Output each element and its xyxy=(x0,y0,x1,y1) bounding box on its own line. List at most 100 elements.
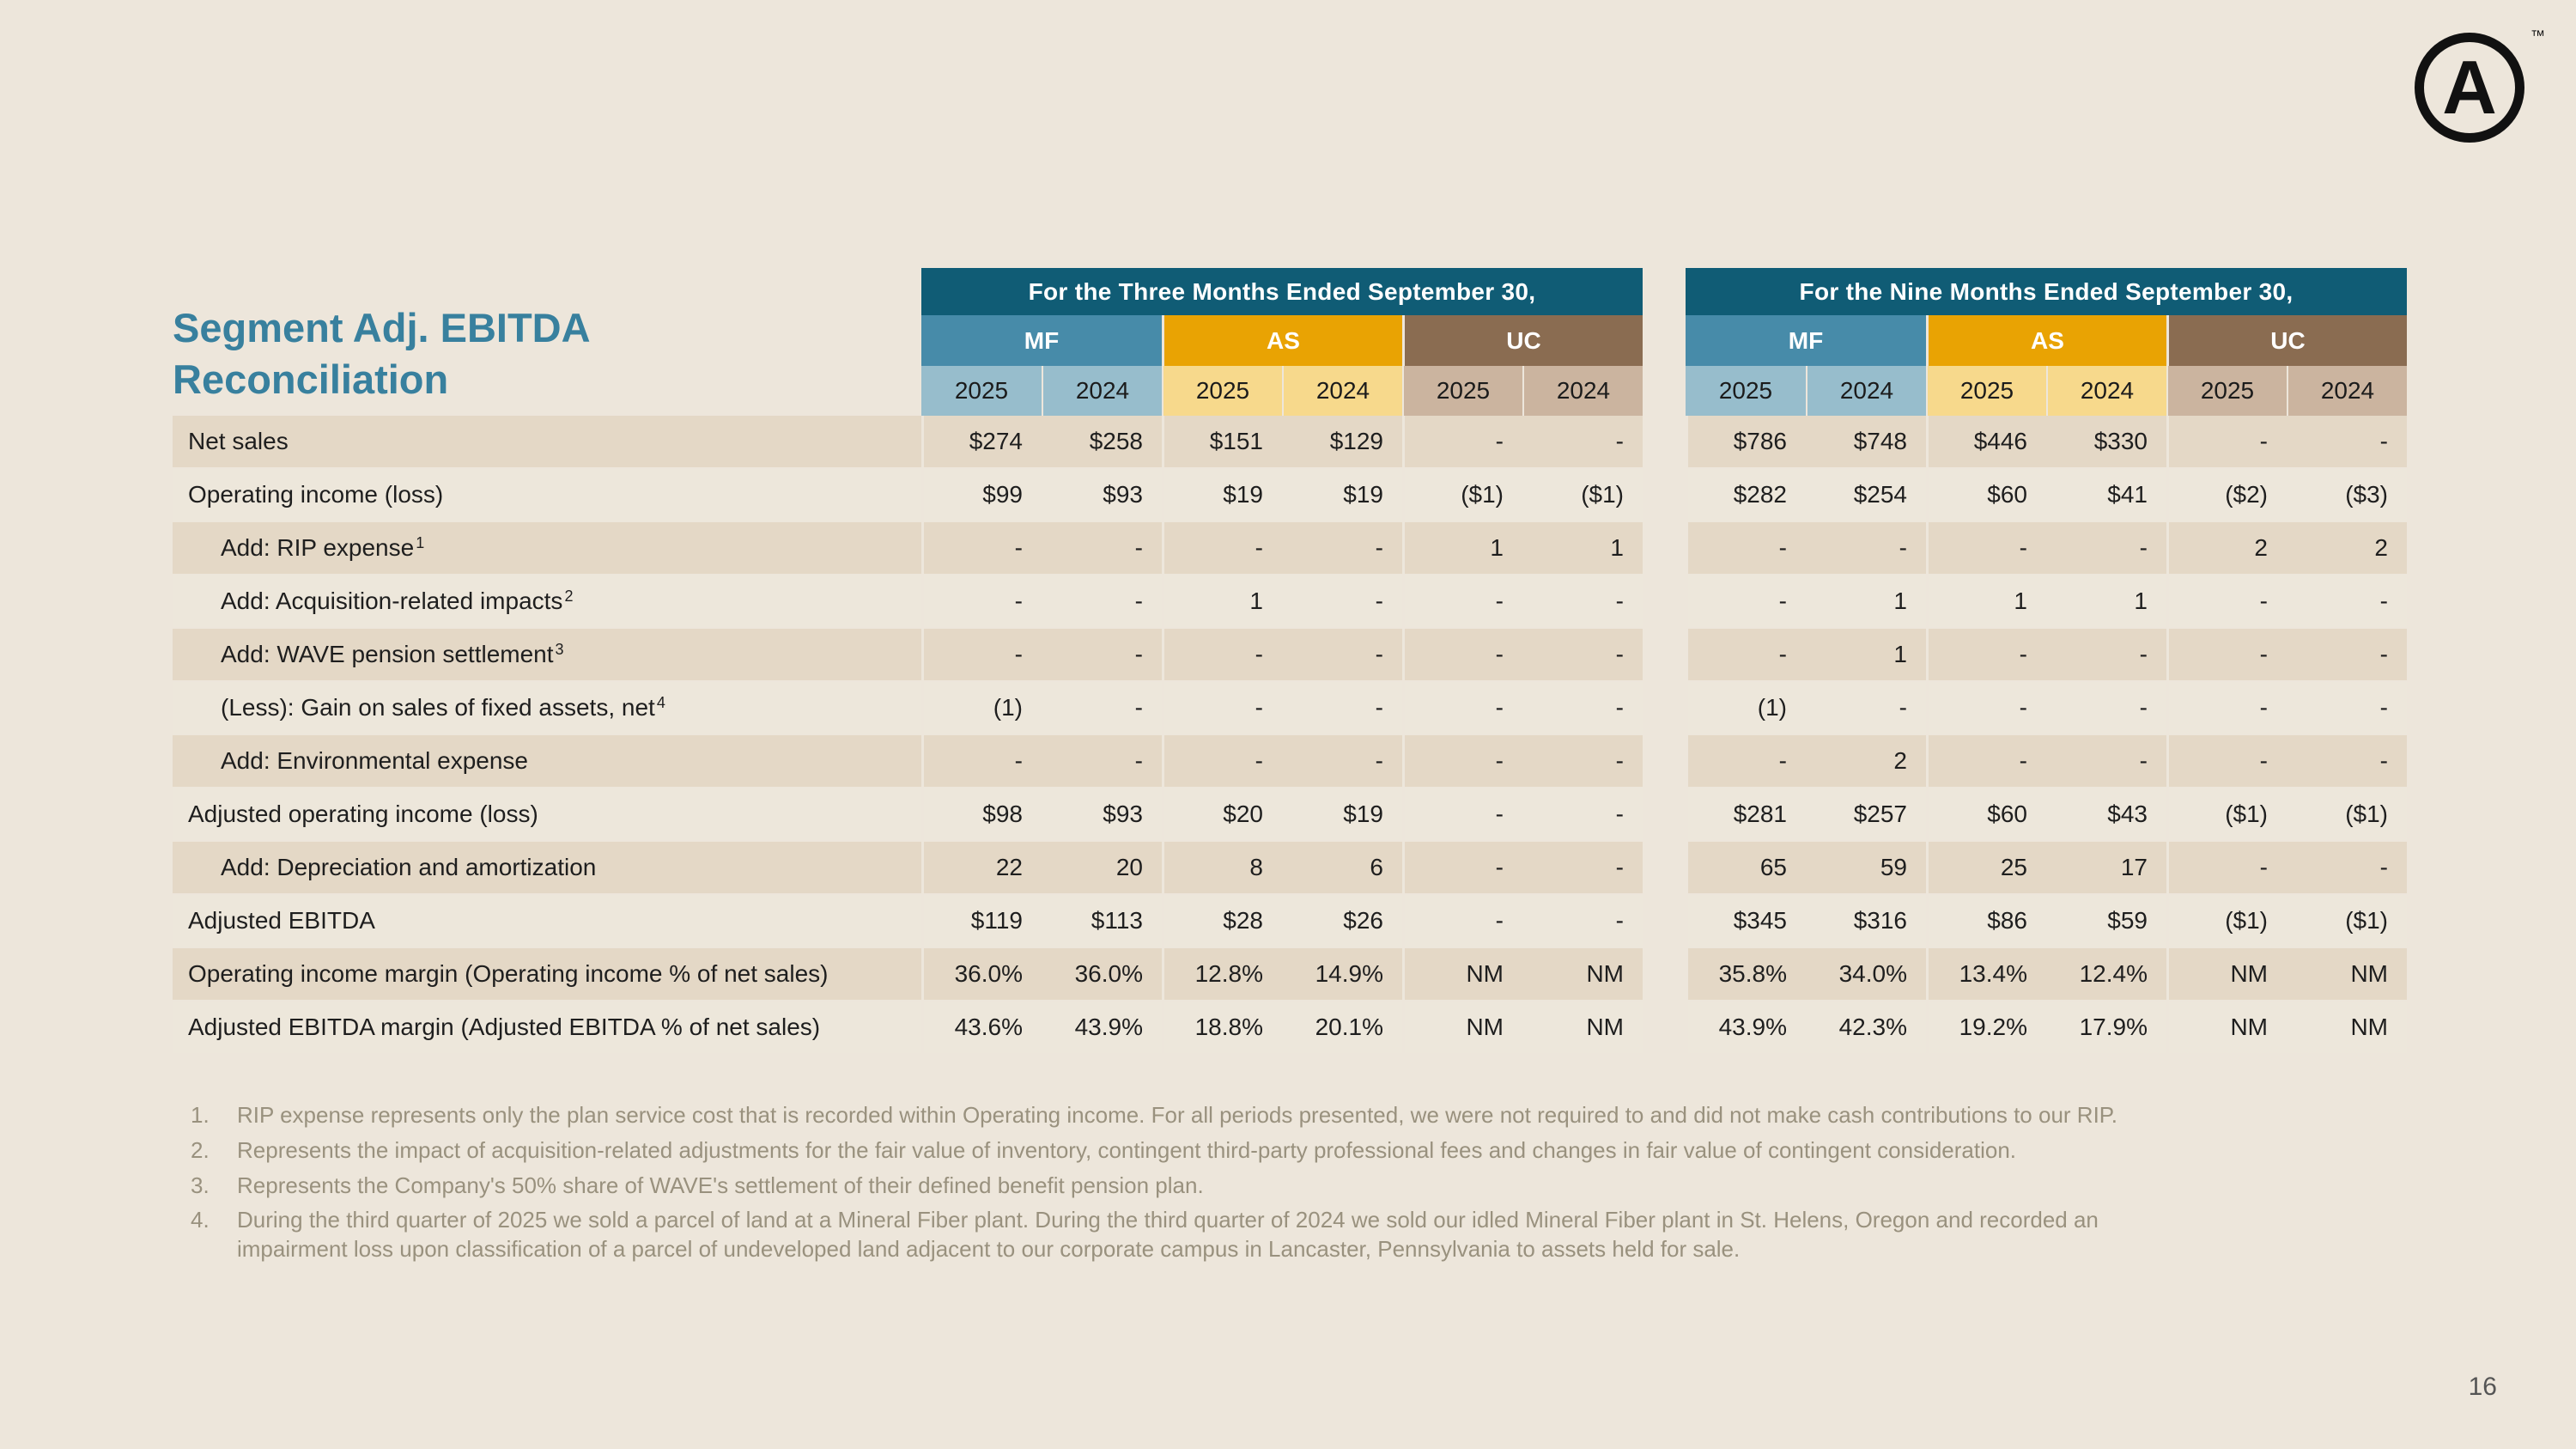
footnote-number: 2. xyxy=(191,1136,210,1163)
table-cell: $60 xyxy=(1926,788,2046,842)
year-header: 2024 xyxy=(2046,366,2166,416)
table-cell: - xyxy=(2166,575,2287,629)
footnote-number: 1. xyxy=(191,1102,210,1128)
footnote-ref: 2 xyxy=(564,588,574,605)
page-number: 16 xyxy=(2468,1373,2497,1401)
table-cell: - xyxy=(2287,629,2407,682)
table-cell: $254 xyxy=(1806,469,1926,522)
table-cell: ($1) xyxy=(2166,788,2287,842)
table-cell: 1 xyxy=(1162,575,1282,629)
table-cell: NM xyxy=(1402,1002,1522,1055)
table-cell: 17.9% xyxy=(2046,1002,2166,1055)
table-cell: - xyxy=(1402,842,1522,895)
table-cell: - xyxy=(2166,682,2287,735)
year-header: 2025 xyxy=(1686,366,1806,416)
table-cell: - xyxy=(1402,895,1522,948)
table-cell: $93 xyxy=(1042,469,1162,522)
table-cell: 12.4% xyxy=(2046,948,2166,1002)
year-header: 2025 xyxy=(1402,366,1522,416)
table-cell: 18.8% xyxy=(1162,1002,1282,1055)
table-cell: $26 xyxy=(1282,895,1402,948)
row-label: Add: WAVE pension settlement 3 xyxy=(173,629,921,682)
table-cell: - xyxy=(1686,575,1806,629)
table-cell: - xyxy=(2287,575,2407,629)
footnote-item: 4. During the third quarter of 2025 we so… xyxy=(191,1206,2200,1264)
table-cell: - xyxy=(1282,575,1402,629)
year-header: 2025 xyxy=(921,366,1042,416)
segment-header-uc: UC xyxy=(2166,315,2407,366)
table-cell: ($1) xyxy=(2166,895,2287,948)
table-cell: $258 xyxy=(1042,416,1162,469)
table-cell: 14.9% xyxy=(1282,948,1402,1002)
row-label: Add: Acquisition-related impacts 2 xyxy=(173,575,921,629)
table-cell: - xyxy=(1686,735,1806,788)
table-cell: $345 xyxy=(1686,895,1806,948)
segment-header-mf: MF xyxy=(921,315,1162,366)
table-cell: - xyxy=(1162,522,1282,575)
footnote-ref: 3 xyxy=(555,641,564,658)
table-cell: $93 xyxy=(1042,788,1162,842)
table-cell: $99 xyxy=(921,469,1042,522)
table-cell: - xyxy=(1522,842,1643,895)
footnote-item: 1. RIP expense represents only the plan s… xyxy=(191,1101,2200,1130)
table-cell: 2 xyxy=(2287,522,2407,575)
table-cell: $786 xyxy=(1686,416,1806,469)
table-cell: - xyxy=(921,522,1042,575)
table-cell: - xyxy=(921,735,1042,788)
table-cell: - xyxy=(2046,682,2166,735)
table-cell: - xyxy=(1402,575,1522,629)
logo-letter: A xyxy=(2442,45,2497,130)
table-cell: 34.0% xyxy=(1806,948,1926,1002)
table-cell: - xyxy=(1042,629,1162,682)
table-cell: 25 xyxy=(1926,842,2046,895)
table-cell: $59 xyxy=(2046,895,2166,948)
table-cell: ($1) xyxy=(2287,895,2407,948)
table-cell: - xyxy=(2166,416,2287,469)
table-cell: $43 xyxy=(2046,788,2166,842)
table-cell: NM xyxy=(2166,1002,2287,1055)
table-cell: - xyxy=(1042,575,1162,629)
table-cell: $748 xyxy=(1806,416,1926,469)
table-cell: NM xyxy=(2287,948,2407,1002)
row-label: (Less): Gain on sales of fixed assets, n… xyxy=(173,682,921,735)
table-cell: (1) xyxy=(921,682,1042,735)
footnote-item: 3. Represents the Company's 50% share of … xyxy=(191,1172,2200,1201)
row-label: Net sales xyxy=(173,416,921,469)
table-cell: 36.0% xyxy=(1042,948,1162,1002)
table-cell: 35.8% xyxy=(1686,948,1806,1002)
table-cell: 1 xyxy=(1806,575,1926,629)
table-cell: - xyxy=(1162,682,1282,735)
row-label: Add: Environmental expense xyxy=(173,735,921,788)
table-cell: 8 xyxy=(1162,842,1282,895)
row-label: Adjusted EBITDA xyxy=(173,895,921,948)
company-logo: A ™ xyxy=(2415,27,2545,143)
table-cell: 2 xyxy=(2166,522,2287,575)
footnote-ref: 1 xyxy=(416,534,425,551)
table-cell: 13.4% xyxy=(1926,948,2046,1002)
table-cell: 20 xyxy=(1042,842,1162,895)
footnotes: 1. RIP expense represents only the plan s… xyxy=(191,1101,2200,1270)
footnote-ref: 4 xyxy=(656,694,665,711)
table-cell: - xyxy=(2166,842,2287,895)
table-cell: 1 xyxy=(1806,629,1926,682)
table-cell: - xyxy=(1402,735,1522,788)
table-cell: NM xyxy=(2166,948,2287,1002)
table-cell: 1 xyxy=(1402,522,1522,575)
table-cell: $316 xyxy=(1806,895,1926,948)
table-cell: $20 xyxy=(1162,788,1282,842)
year-header: 2024 xyxy=(1282,366,1402,416)
footnote-text: Represents the impact of acquisition-rel… xyxy=(237,1136,2017,1163)
table-cell: - xyxy=(1926,682,2046,735)
table-cell: 17 xyxy=(2046,842,2166,895)
table-cell: - xyxy=(1402,416,1522,469)
table-cell: - xyxy=(1926,629,2046,682)
table-cell: - xyxy=(2287,735,2407,788)
table-cell: 6 xyxy=(1282,842,1402,895)
table-cell: - xyxy=(2287,842,2407,895)
table-cell: $446 xyxy=(1926,416,2046,469)
period-header: For the Nine Months Ended September 30, xyxy=(1686,268,2407,315)
table-cell: - xyxy=(1282,682,1402,735)
slide-title: Segment Adj. EBITDA Reconciliation xyxy=(173,302,591,405)
table-cell: $19 xyxy=(1282,788,1402,842)
table-cell: - xyxy=(1522,682,1643,735)
